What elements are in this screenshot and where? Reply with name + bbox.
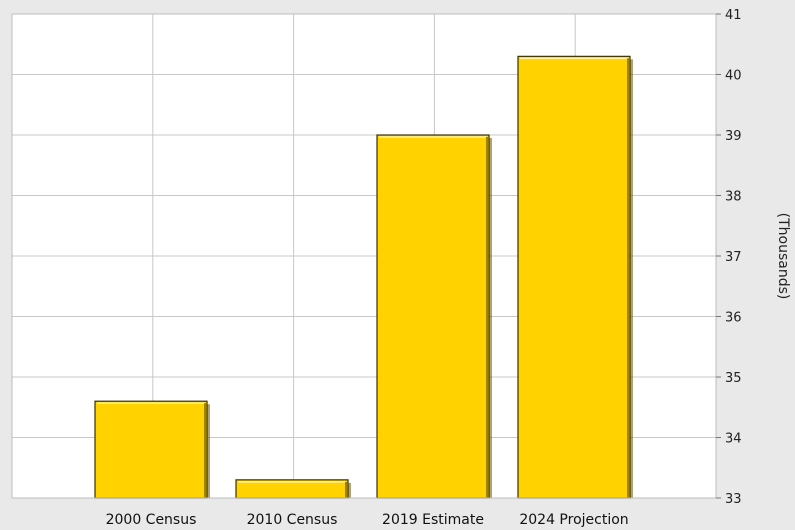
x-axis-labels: 2000 Census 2010 Census 2019 Estimate 2024 …: [106, 512, 629, 528]
bar-body: [376, 134, 490, 499]
x-category-label: 2024 Projection: [519, 512, 628, 528]
bar-body: [94, 400, 208, 499]
y-tick-label: 38: [725, 190, 742, 205]
y-tick-label: 33: [725, 492, 742, 507]
y-axis-title: (Thousands): [775, 213, 791, 300]
y-tick-label: 41: [725, 8, 742, 23]
y-tick-label: 35: [725, 371, 742, 386]
y-axis-ticks: 33 34 35 36 37 38 39 40 41: [716, 8, 742, 507]
y-tick-label: 39: [725, 129, 742, 144]
x-category-label: 2010 Census: [247, 512, 338, 528]
bar: [376, 134, 492, 499]
bar: [94, 400, 210, 499]
y-tick-label: 40: [725, 69, 742, 84]
bar-body: [517, 55, 631, 499]
y-tick-label: 37: [725, 250, 742, 265]
y-tick-label: 34: [725, 432, 742, 447]
bar: [517, 55, 633, 499]
y-tick-label: 36: [725, 311, 742, 326]
bar: [235, 479, 351, 499]
x-category-label: 2000 Census: [106, 512, 197, 528]
x-category-label: 2019 Estimate: [382, 512, 484, 528]
bars: [94, 55, 633, 499]
